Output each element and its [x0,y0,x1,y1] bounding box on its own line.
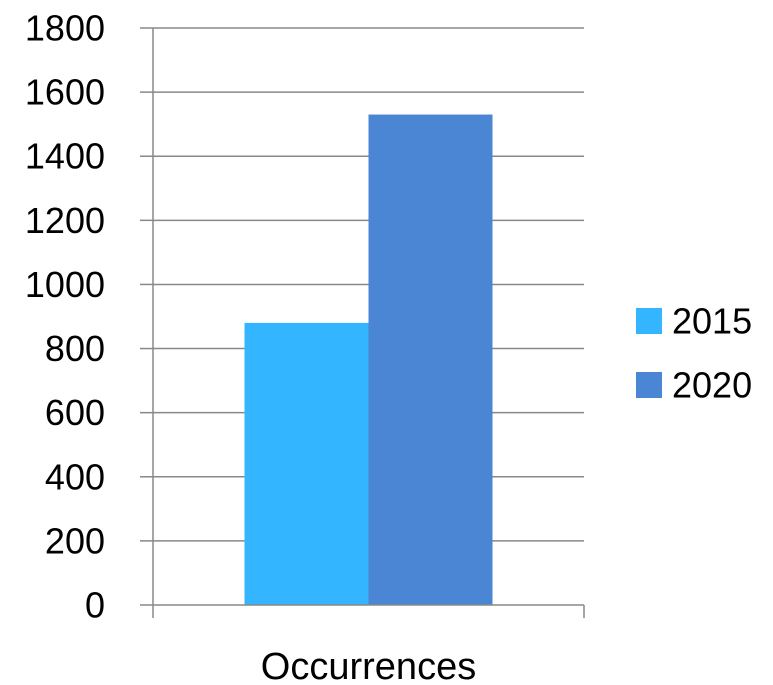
bar-2015-occurrences [244,322,369,605]
y-tick-label: 0 [85,585,105,626]
y-tick-label: 800 [45,328,105,369]
category-labels: Occurrences [261,646,476,685]
legend-label-2020: 2020 [672,365,752,406]
y-tick-label: 1600 [25,72,105,113]
y-tick-label: 200 [45,520,105,561]
bars [244,114,493,606]
y-tick-label: 1200 [25,200,105,241]
y-tick-label: 600 [45,392,105,433]
y-tick-label: 1400 [25,136,105,177]
legend-swatch-2020 [636,372,662,398]
legend: 2015 2020 [636,301,752,406]
y-tick-label: 400 [45,456,105,497]
legend-label-2015: 2015 [672,301,752,342]
y-tick-label: 1000 [25,264,105,305]
axes [152,28,585,618]
y-tick-labels: 0 200 400 600 800 1000 1200 1400 1600 1800 [25,8,105,626]
legend-swatch-2015 [636,308,662,334]
y-tick-label: 1800 [25,8,105,49]
category-label: Occurrences [261,646,476,685]
bar-2020-occurrences [368,114,493,606]
